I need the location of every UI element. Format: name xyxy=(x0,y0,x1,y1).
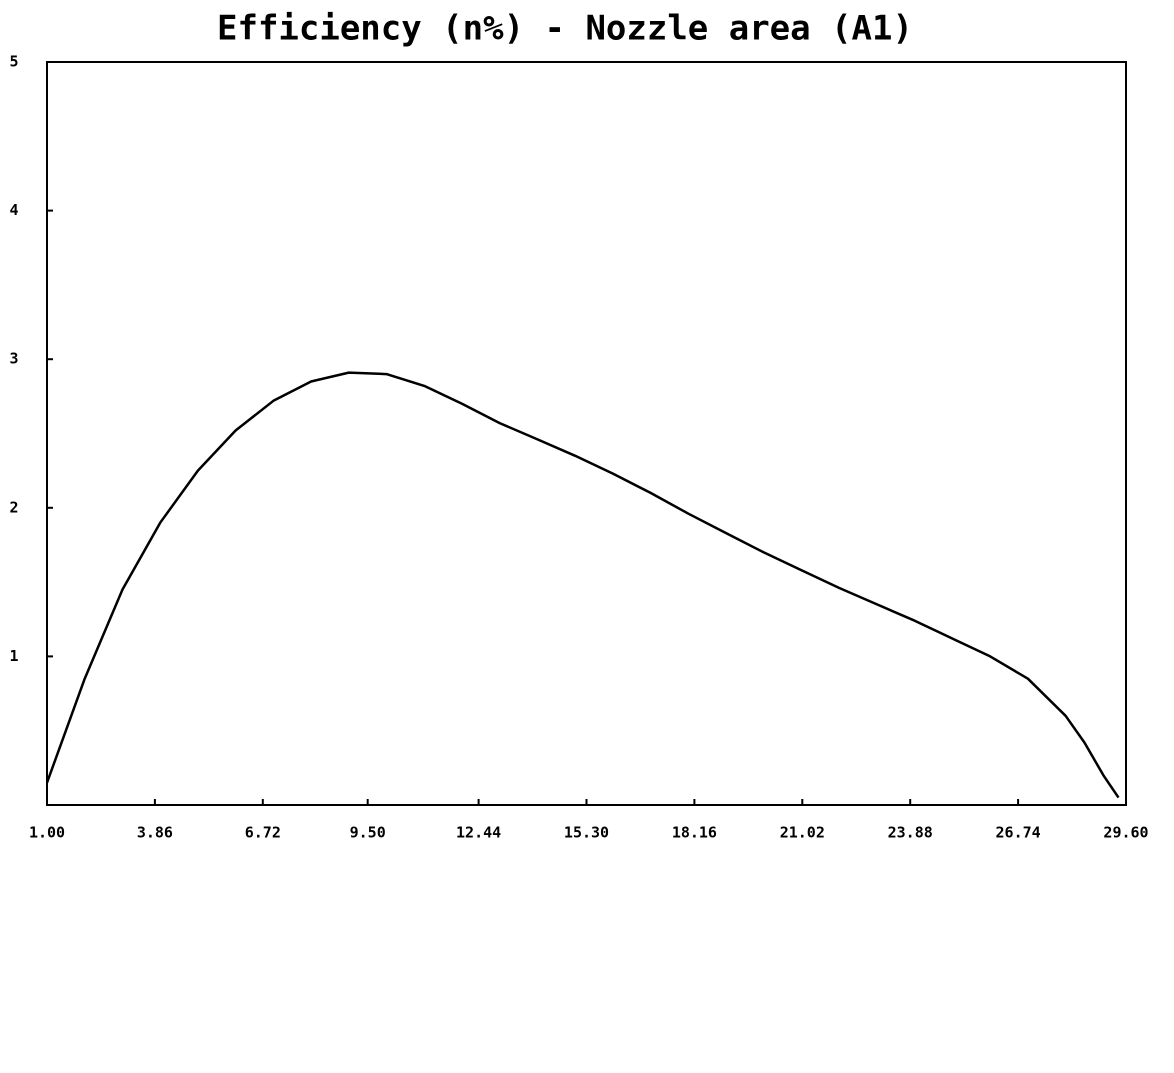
x-tick-label: 23.88 xyxy=(888,824,933,842)
x-tick-label: 3.86 xyxy=(137,824,173,842)
x-tick-label: 6.72 xyxy=(245,824,281,842)
y-tick-label: 1 xyxy=(9,647,18,665)
chart-title: Efficiency (n%) - Nozzle area (A1) xyxy=(217,9,913,49)
y-tick-label: 3 xyxy=(9,350,18,368)
x-tick-label: 1.00 xyxy=(29,824,65,842)
x-tick-label: 12.44 xyxy=(456,824,501,842)
plot-frame xyxy=(47,62,1126,805)
y-tick-label: 4 xyxy=(9,201,18,219)
data-line xyxy=(47,373,1119,798)
x-tick-label: 21.02 xyxy=(780,824,825,842)
y-tick-label: 2 xyxy=(9,498,18,516)
x-tick-label: 29.60 xyxy=(1103,824,1148,842)
x-tick-label: 9.50 xyxy=(350,824,386,842)
x-tick-label: 18.16 xyxy=(672,824,717,842)
x-tick-label: 26.74 xyxy=(996,824,1041,842)
y-tick-label: 5 xyxy=(9,53,18,71)
x-tick-label: 15.30 xyxy=(564,824,609,842)
chart: Efficiency (n%) - Nozzle area (A1) 1.00 3… xyxy=(0,0,1174,1073)
